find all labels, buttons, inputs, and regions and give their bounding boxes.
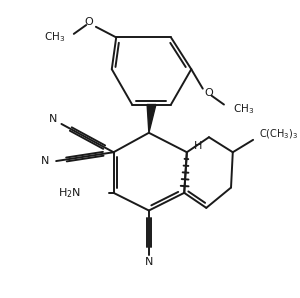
Text: N: N [48,114,57,124]
Text: CH$_3$: CH$_3$ [44,30,65,44]
Text: N: N [145,257,153,267]
Text: O: O [85,17,93,27]
Text: H: H [194,141,202,151]
Text: C(CH$_3$)$_3$: C(CH$_3$)$_3$ [259,128,298,141]
Text: O: O [205,88,213,98]
Text: CH$_3$: CH$_3$ [233,102,254,116]
Text: H$_2$N: H$_2$N [58,186,81,200]
Polygon shape [147,105,156,133]
Text: N: N [41,156,50,166]
